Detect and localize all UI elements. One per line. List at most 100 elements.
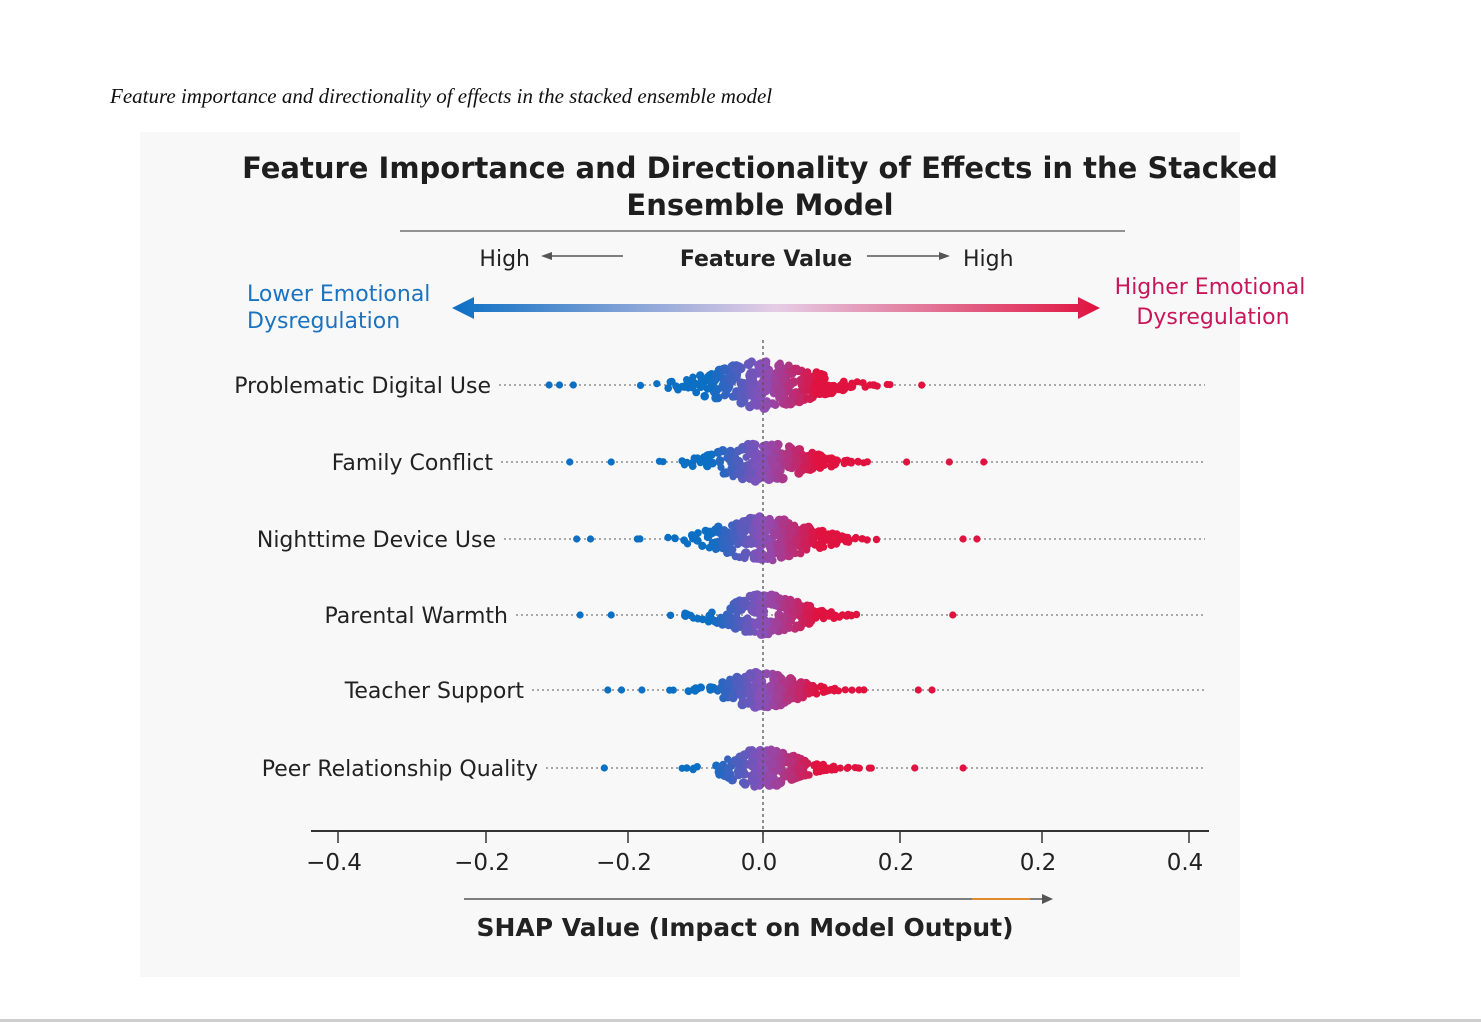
shap-point: [793, 597, 802, 607]
higher-dysregulation-label-line2: Dysregulation: [1136, 305, 1289, 330]
shap-point: [638, 686, 646, 694]
feature-label: Parental Warmth: [325, 604, 509, 629]
shap-point: [751, 399, 761, 409]
shap-point: [773, 618, 782, 627]
shap-point: [740, 553, 749, 563]
shap-point: [819, 760, 828, 769]
shap-point: [859, 379, 867, 387]
shap-point: [738, 778, 747, 787]
legend-right-arrowhead: [939, 252, 950, 260]
shap-point: [760, 620, 770, 630]
shap-point: [683, 376, 691, 384]
shap-point: [840, 380, 849, 389]
shap-point: [750, 683, 759, 692]
shap-point: [743, 698, 754, 708]
shap-point: [755, 677, 764, 686]
shap-point: [918, 381, 926, 389]
shap-point: [840, 460, 848, 468]
x-tick-label: −0.4: [306, 850, 362, 876]
shap-point: [821, 610, 829, 618]
shap-point: [792, 621, 801, 630]
shap-point: [822, 532, 832, 541]
shap-point: [780, 626, 789, 635]
shap-point: [809, 527, 817, 536]
shap-point: [806, 619, 814, 628]
shap-point: [566, 458, 574, 466]
shap-point: [717, 617, 726, 626]
feature-label: Family Conflict: [332, 451, 494, 476]
shap-point: [812, 760, 821, 769]
shap-point: [841, 686, 849, 694]
chart-title-line2: Ensemble Model: [626, 188, 894, 222]
shap-point: [869, 381, 878, 389]
shap-point: [784, 601, 793, 609]
shap-point: [764, 771, 774, 781]
shap-point: [761, 448, 770, 456]
shap-point: [794, 691, 803, 699]
shap-point: [755, 593, 764, 602]
shap-point: [773, 695, 782, 704]
shap-point: [854, 458, 863, 466]
feature-rows: Problematic Digital Use Family Conflict Ni…: [234, 374, 1205, 782]
shap-point: [697, 376, 706, 385]
shap-point: [812, 614, 820, 622]
shap-point: [776, 541, 785, 551]
higher-dysregulation-label-line1: Higher Emotional: [1115, 275, 1306, 300]
shap-point: [784, 550, 794, 561]
shap-point: [655, 457, 664, 465]
shap-point: [739, 750, 750, 761]
shap-point: [750, 475, 761, 486]
shap-point: [691, 533, 700, 541]
shap-point: [973, 535, 981, 543]
shap-point: [772, 675, 781, 683]
shap-point: [715, 456, 725, 465]
shap-point: [791, 460, 801, 470]
shap-point: [708, 608, 716, 617]
shap-point: [801, 454, 809, 462]
shap-point: [700, 391, 709, 401]
figure-caption: Feature importance and directionality of…: [110, 84, 773, 108]
shap-point: [736, 397, 747, 408]
shap-point: [767, 747, 778, 758]
shap-point: [819, 766, 827, 775]
chart-title-line1: Feature Importance and Directionality of…: [242, 151, 1278, 185]
shap-point: [775, 370, 784, 379]
shap-point: [718, 446, 728, 456]
legend-left-arrowhead: [541, 252, 552, 260]
shap-point: [705, 384, 714, 392]
shap-point: [733, 446, 743, 456]
shap-point: [734, 607, 742, 615]
shap-point: [726, 467, 735, 476]
shap-point: [736, 687, 746, 697]
shap-point: [678, 457, 686, 465]
shap-point: [751, 618, 762, 629]
shap-point: [740, 516, 750, 527]
shap-point: [795, 684, 803, 693]
shap-point: [853, 378, 861, 386]
shap-point: [914, 686, 922, 694]
shap-point: [617, 686, 626, 694]
shap-point: [945, 458, 953, 466]
shap-point: [738, 597, 749, 608]
shap-point: [569, 381, 577, 389]
feature-value-color-bar: [452, 297, 1100, 319]
shap-point: [747, 442, 756, 451]
shap-point: [788, 682, 797, 690]
shap-point: [689, 373, 697, 381]
shap-point: [788, 607, 798, 616]
shap-point: [744, 688, 755, 699]
shap-point: [715, 770, 724, 779]
shap-point: [671, 534, 679, 542]
shap-point: [959, 535, 967, 543]
shap-point: [756, 693, 768, 704]
shap-point: [949, 611, 957, 619]
shap-point: [600, 764, 608, 772]
shap-point: [717, 382, 728, 392]
shap-point: [742, 624, 752, 634]
shap-point: [752, 452, 760, 461]
shap-point: [736, 378, 746, 388]
shap-point: [762, 669, 772, 679]
shap-point: [753, 389, 761, 398]
shap-point: [682, 609, 690, 618]
shap-point: [863, 536, 871, 544]
